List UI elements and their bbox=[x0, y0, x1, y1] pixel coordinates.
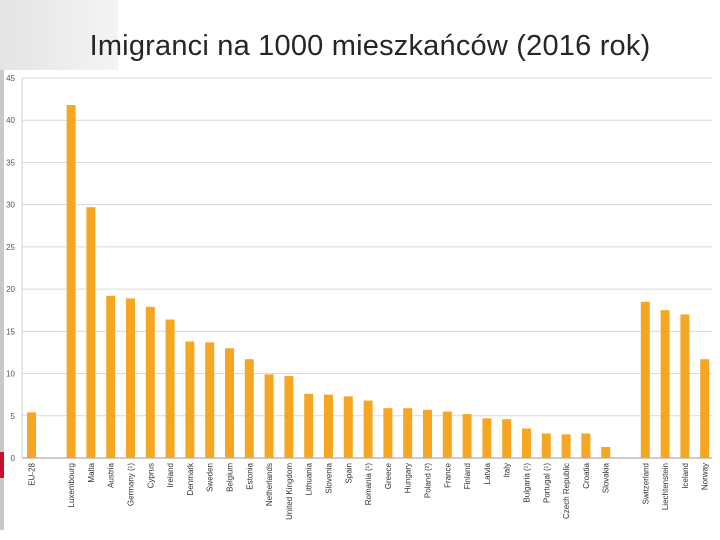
bar bbox=[502, 419, 512, 458]
x-tick-label: Lithuania bbox=[305, 462, 314, 495]
x-tick-label: Portugal (¹) bbox=[542, 463, 551, 503]
y-tick-label: 45 bbox=[6, 74, 15, 83]
x-tick-label: Finland bbox=[463, 463, 472, 489]
x-tick-label: Switzerland bbox=[641, 463, 650, 504]
y-tick-label: 5 bbox=[11, 412, 16, 421]
side-strip bbox=[0, 70, 4, 530]
bar bbox=[27, 412, 36, 458]
y-tick-label: 0 bbox=[11, 454, 16, 463]
bar bbox=[185, 341, 195, 458]
y-tick-label: 30 bbox=[6, 201, 15, 210]
bar bbox=[66, 105, 76, 459]
x-tick-label: France bbox=[443, 462, 452, 487]
y-tick-label: 35 bbox=[6, 158, 15, 167]
bar bbox=[205, 342, 215, 458]
bar bbox=[561, 434, 571, 458]
bar bbox=[343, 396, 353, 458]
y-tick-label: 10 bbox=[6, 370, 15, 379]
x-tick-label: Liechtenstein bbox=[661, 463, 670, 510]
bar bbox=[225, 348, 234, 458]
y-tick-label: 20 bbox=[6, 285, 15, 294]
bar bbox=[86, 207, 96, 458]
bar bbox=[403, 408, 413, 458]
x-tick-label: Poland (²) bbox=[424, 463, 433, 498]
bar bbox=[264, 374, 274, 458]
bar bbox=[304, 393, 314, 458]
y-tick-label: 15 bbox=[6, 327, 15, 336]
x-tick-label: Romania (¹) bbox=[364, 463, 373, 506]
x-tick-label: Spain bbox=[344, 463, 353, 483]
x-tick-label: Italy bbox=[503, 463, 512, 478]
x-tick-label: Iceland bbox=[681, 463, 690, 489]
accent-mark bbox=[0, 452, 4, 478]
bar bbox=[324, 394, 333, 458]
bars bbox=[27, 105, 710, 459]
corner-panel bbox=[0, 0, 118, 70]
y-axis: 0 5 10 15 20 25 30 35 40 45 bbox=[6, 74, 23, 463]
bar bbox=[284, 376, 294, 458]
x-tick-label: Cyprus bbox=[146, 463, 155, 488]
slide-title: Imigranci na 1000 mieszkańców (2016 rok) bbox=[89, 30, 651, 62]
x-tick-label: Slovenia bbox=[325, 462, 334, 493]
x-tick-label: Slovakia bbox=[602, 462, 611, 493]
x-tick-label: Ireland bbox=[166, 463, 175, 487]
bar bbox=[541, 433, 551, 458]
bar bbox=[145, 306, 155, 458]
bar bbox=[106, 295, 116, 458]
x-axis: EU-28 Luxembourg Malta Austria Germany (¹) Cy… bbox=[28, 462, 710, 520]
bar bbox=[601, 447, 611, 458]
x-tick-label: Czech Republic bbox=[562, 463, 571, 519]
x-tick-label: Germany (¹) bbox=[127, 463, 136, 506]
bar bbox=[581, 433, 591, 458]
x-tick-label: Croatia bbox=[582, 462, 591, 488]
x-tick-label: Norway bbox=[701, 463, 710, 490]
x-tick-label: Hungary bbox=[404, 463, 413, 493]
x-tick-label: Bulgaria (¹) bbox=[523, 463, 532, 503]
bar bbox=[522, 428, 531, 458]
x-tick-label: EU-28 bbox=[28, 462, 37, 485]
x-tick-label: Luxembourg bbox=[67, 463, 76, 507]
bar bbox=[165, 319, 175, 458]
x-tick-label: Estonia bbox=[245, 462, 254, 489]
x-tick-label: Latvia bbox=[483, 462, 492, 484]
x-tick-label: Denmark bbox=[186, 462, 195, 495]
bar bbox=[442, 411, 452, 458]
y-tick-label: 25 bbox=[6, 243, 15, 252]
x-tick-label: Netherlands bbox=[265, 463, 274, 506]
bar bbox=[363, 400, 373, 458]
bar bbox=[700, 359, 710, 458]
x-tick-label: Belgium bbox=[226, 463, 235, 492]
bar bbox=[640, 301, 650, 458]
x-tick-label: Austria bbox=[107, 462, 116, 487]
bar bbox=[660, 310, 670, 458]
x-tick-label: Sweden bbox=[206, 463, 215, 492]
bar bbox=[423, 409, 432, 458]
bar bbox=[680, 314, 690, 458]
bar bbox=[482, 418, 492, 458]
bar bbox=[126, 298, 135, 458]
bar bbox=[462, 414, 472, 458]
x-tick-label: United Kingdom bbox=[285, 463, 294, 520]
y-tick-label: 40 bbox=[6, 116, 15, 125]
bar bbox=[244, 359, 254, 458]
bar bbox=[383, 408, 393, 458]
x-tick-label: Greece bbox=[384, 462, 393, 489]
x-tick-label: Malta bbox=[87, 462, 96, 482]
